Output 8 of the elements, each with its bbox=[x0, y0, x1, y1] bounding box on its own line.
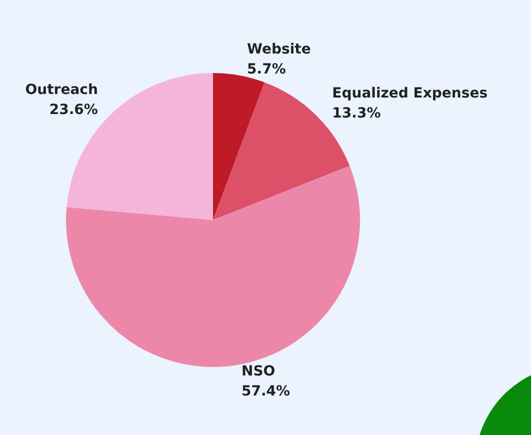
slice-label: Website bbox=[247, 42, 311, 58]
data-label: 13.3% bbox=[332, 106, 381, 122]
slice-label: Equalized Expenses bbox=[332, 86, 488, 102]
data-label: 57.4% bbox=[241, 383, 290, 400]
slice-label: Outreach bbox=[25, 82, 98, 98]
slice-label: NSO bbox=[241, 363, 276, 380]
data-label: 23.6% bbox=[49, 102, 98, 118]
data-label: 5.7% bbox=[247, 62, 286, 78]
